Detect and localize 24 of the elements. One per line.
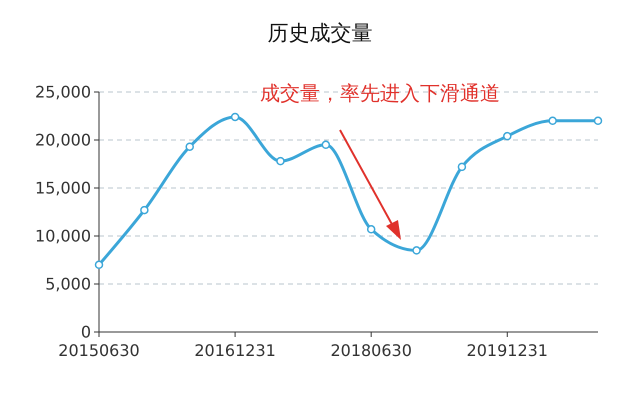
y-tick-label: 10,000 (35, 226, 91, 246)
point (594, 116, 602, 126)
point (458, 162, 466, 172)
y-tick-label: 15,000 (35, 178, 91, 198)
point (276, 156, 285, 166)
point (366, 225, 376, 234)
point (412, 246, 421, 255)
point (140, 206, 149, 214)
x-tick-label: 20150630 (58, 341, 140, 360)
point (230, 112, 240, 122)
x-tick-label: 20180630 (330, 341, 412, 360)
point (94, 260, 104, 270)
point (185, 142, 194, 151)
x-tick-label: 20191231 (466, 341, 548, 360)
y-tick-label: 5,000 (45, 274, 91, 294)
chart-title: 历史成交量 (268, 21, 372, 45)
y-tick-label: 25,000 (35, 82, 91, 102)
x-tick-label: 20161231 (194, 341, 276, 360)
point (503, 132, 512, 140)
y-tick-label: 20,000 (35, 130, 91, 150)
point (322, 140, 330, 150)
y-tick-label: 0 (80, 322, 91, 342)
annotation: 成交量，率先进入下滑通道 (260, 81, 500, 105)
point (548, 116, 557, 126)
